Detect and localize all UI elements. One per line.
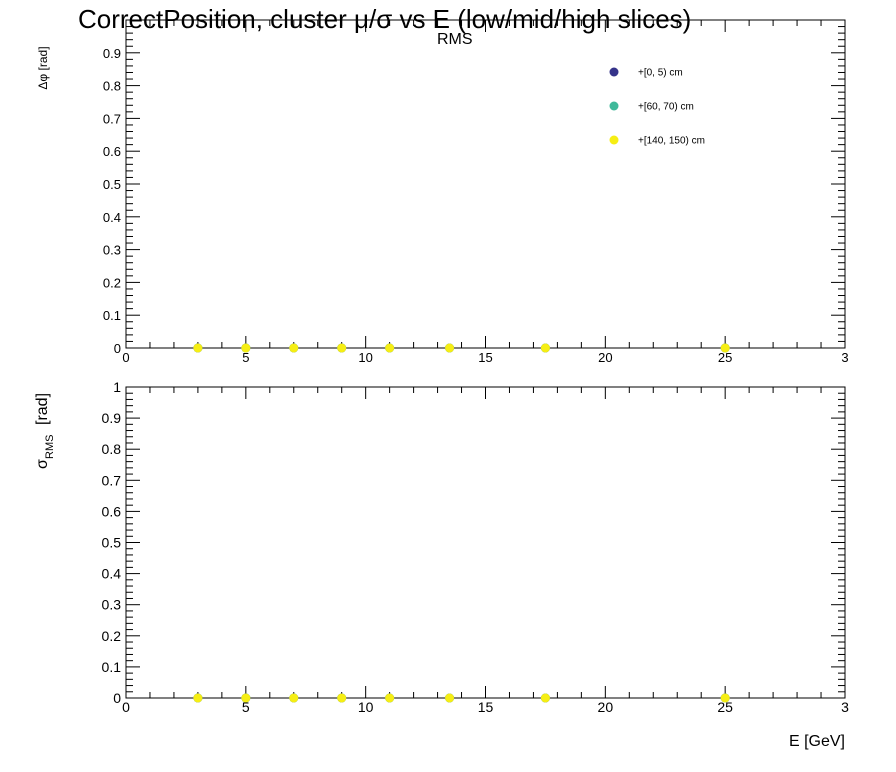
y-tick-label: 0.3 (103, 243, 121, 258)
x-tick-label: 3 (841, 350, 848, 365)
data-point (193, 343, 203, 353)
x-tick-label: 10 (358, 699, 374, 715)
y-tick-label: 0.6 (102, 503, 122, 519)
data-point (720, 343, 730, 353)
data-point (720, 693, 730, 703)
axis-ticks (125, 19, 846, 699)
legend-marker (609, 67, 619, 77)
bottom-y-axis-symbol: σ (34, 459, 51, 469)
data-point (337, 693, 347, 703)
x-tick-label: 5 (242, 699, 250, 715)
data-point (289, 343, 299, 353)
x-tick-label: 10 (358, 350, 372, 365)
bottom-y-axis-label: σ RMS [rad] (34, 393, 56, 469)
y-tick-label: 0.8 (103, 79, 121, 94)
y-tick-label: 0 (114, 341, 121, 356)
x-tick-label: 25 (717, 699, 733, 715)
bottom-y-axis-unit: [rad] (34, 393, 51, 425)
top-y-axis-label: Δφ [rad] (36, 46, 50, 89)
y-tick-label: 0.1 (103, 308, 121, 323)
data-point (445, 343, 455, 353)
x-tick-label: 20 (598, 350, 612, 365)
panel-frame-2 (125, 386, 846, 699)
y-tick-label: 0.9 (103, 46, 121, 61)
y-tick-label: 0.1 (102, 659, 122, 675)
x-tick-label: 3 (841, 699, 849, 715)
y-tick-label: 0.2 (102, 628, 122, 644)
data-point (193, 693, 203, 703)
panel-frame-1 (125, 19, 846, 349)
legend-label: +[140, 150) cm (638, 136, 705, 147)
data-point (241, 693, 251, 703)
y-tick-label: 0.3 (102, 597, 122, 613)
y-tick-label: 0.2 (103, 275, 121, 290)
x-tick-label: 5 (242, 350, 249, 365)
legend-label: +[60, 70) cm (638, 102, 694, 113)
data-point (241, 343, 251, 353)
x-tick-label: 0 (122, 699, 130, 715)
legend-marker (609, 135, 619, 145)
legend-marker (609, 101, 619, 111)
data-point (385, 693, 395, 703)
y-tick-label: 0.8 (102, 441, 122, 457)
data-point (540, 693, 550, 703)
legend-label: +[0, 5) cm (638, 68, 683, 79)
x-tick-label: 25 (718, 350, 732, 365)
data-point (337, 343, 347, 353)
data-point (445, 693, 455, 703)
tick-labels: 0 5 10 15 20 25 300.10.20.30.40.50.60.70.80.90… (102, 46, 850, 715)
data-point (385, 343, 395, 353)
x-tick-label: 15 (478, 350, 492, 365)
data-point (289, 693, 299, 703)
y-tick-label: 0.7 (102, 472, 122, 488)
bottom-y-axis-subscript: RMS (44, 435, 56, 459)
y-tick-label: 0 (113, 690, 121, 706)
data-point (540, 343, 550, 353)
x-tick-label: 20 (598, 699, 614, 715)
chart-title: CorrectPosition, cluster μ/σ vs E (low/m… (78, 4, 691, 34)
x-tick-label: 15 (478, 699, 494, 715)
y-tick-label: 0.7 (103, 111, 121, 126)
y-tick-label: 0.6 (103, 144, 121, 159)
y-tick-label: 0.4 (102, 566, 122, 582)
y-tick-label: 1 (113, 379, 121, 395)
chart-subtitle: RMS (437, 31, 473, 48)
x-tick-label: 0 (122, 350, 129, 365)
y-tick-label: 0.4 (103, 210, 121, 225)
legend: +[0, 5) cm +[60, 70) cm +[140, 150) cm (609, 67, 705, 147)
y-tick-label: 0.5 (102, 535, 122, 551)
y-tick-label: 0.9 (102, 410, 122, 426)
y-tick-label: 0.5 (103, 177, 121, 192)
x-axis-label: E [GeV] (789, 733, 845, 750)
data-points (193, 343, 730, 703)
